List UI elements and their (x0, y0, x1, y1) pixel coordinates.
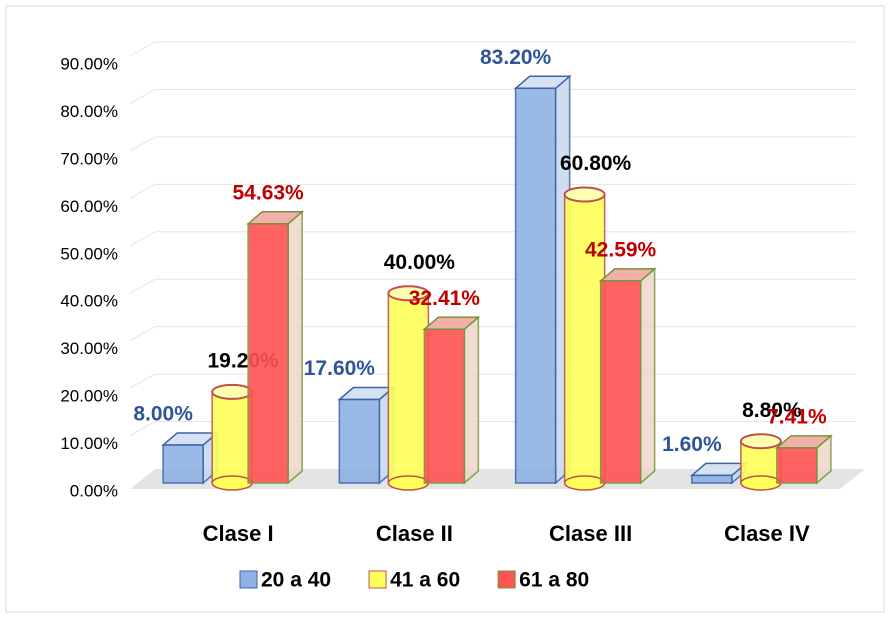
bar (739, 433, 782, 491)
bar-part (739, 433, 782, 450)
bar-part (740, 475, 782, 491)
bar (387, 285, 430, 491)
bar (563, 186, 606, 491)
y-tick-label: 60.00% (60, 197, 118, 216)
bar (337, 385, 396, 485)
bar-part (338, 398, 381, 484)
y-tick-label: 90.00% (60, 54, 118, 73)
bar-part (563, 475, 606, 491)
value-label: 1.60% (662, 433, 722, 456)
bar-part (387, 285, 430, 302)
bar-part (691, 474, 733, 484)
y-tick-label: 10.00% (60, 434, 118, 453)
y-tick-label: 40.00% (60, 292, 118, 311)
grid-line (129, 136, 855, 152)
grid-line (129, 41, 855, 57)
value-label: 8.80% (742, 399, 802, 422)
bar (513, 74, 572, 485)
value-label: 83.20% (480, 46, 552, 69)
bar-part (463, 315, 480, 485)
y-tick-label: 30.00% (60, 339, 118, 358)
legend-swatch (239, 570, 258, 589)
bar (211, 383, 254, 491)
x-tick-label: Clase III (549, 521, 632, 546)
value-label: 40.00% (384, 251, 456, 274)
legend-swatch (368, 570, 387, 589)
value-label: 60.80% (560, 152, 632, 175)
bar-part (211, 383, 254, 400)
y-tick-label: 70.00% (60, 149, 118, 168)
bar (161, 431, 220, 485)
bar-part (387, 475, 430, 491)
legend-label: 61 a 80 (519, 569, 589, 592)
grid-line (129, 88, 855, 104)
legend-swatch (497, 570, 516, 589)
bar-part (211, 391, 253, 484)
value-label: 17.60% (304, 357, 376, 380)
chart-border (5, 5, 885, 613)
bar (422, 315, 481, 485)
bar (774, 434, 833, 485)
value-label: 8.00% (133, 403, 193, 426)
bar-part (211, 475, 253, 491)
bar-part (287, 210, 303, 485)
floor (130, 469, 865, 489)
bar (246, 210, 305, 485)
grid-line (129, 183, 855, 199)
value-label: 32.41% (409, 287, 481, 310)
y-tick-label: 0.00% (70, 481, 118, 500)
legend-label: 20 a 40 (261, 569, 331, 592)
grid-line (129, 231, 855, 247)
bar-part (599, 280, 642, 484)
x-tick-label: Clase II (376, 521, 453, 546)
x-tick-label: Clase IV (724, 521, 810, 546)
y-tick-label: 50.00% (60, 244, 118, 263)
value-label: 42.59% (585, 238, 657, 261)
bar-part (639, 267, 656, 485)
y-tick-label: 20.00% (60, 387, 118, 406)
value-label: 7.41% (767, 405, 827, 428)
y-tick-label: 80.00% (60, 102, 118, 121)
bar-part (162, 444, 204, 484)
bar-part (514, 87, 557, 484)
value-label: 54.63% (233, 181, 305, 204)
x-tick-label: Clase I (203, 521, 274, 546)
bar-part (387, 292, 430, 484)
bar (598, 267, 657, 485)
legend-label: 41 a 60 (390, 569, 460, 592)
bar-part (247, 223, 289, 484)
bar-part (563, 186, 606, 203)
bar-part (423, 328, 466, 484)
bar-part (776, 447, 818, 484)
